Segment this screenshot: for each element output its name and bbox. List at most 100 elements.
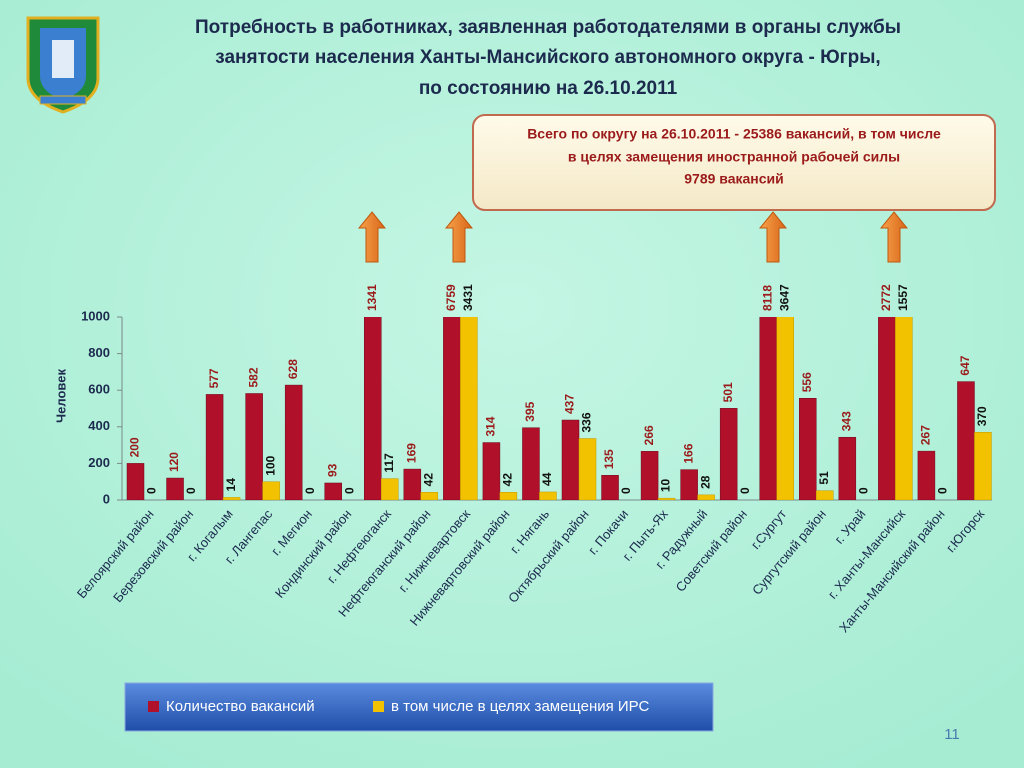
data-label: 169 — [404, 443, 418, 463]
bar — [381, 478, 399, 500]
data-label: 6759 — [444, 284, 458, 311]
data-label: 3431 — [461, 284, 475, 311]
bar — [799, 398, 817, 500]
data-label: 166 — [681, 443, 695, 463]
data-label: 42 — [501, 473, 515, 487]
data-label: 42 — [421, 473, 435, 487]
data-label: 1341 — [365, 284, 379, 311]
legend-swatch — [373, 701, 384, 712]
data-label: 200 — [128, 437, 142, 457]
data-label: 0 — [856, 487, 870, 494]
title-line: занятости населения Ханты-Мансийского ав… — [215, 47, 880, 68]
info-line: в целях замещения иностранной рабочей си… — [568, 149, 900, 165]
data-label: 577 — [207, 368, 221, 388]
legend-label: Количество вакансий — [166, 698, 315, 715]
data-label: 370 — [975, 406, 989, 426]
title-line: по состоянию на 26.10.2011 — [419, 78, 678, 99]
data-label: 1557 — [896, 284, 910, 311]
bar — [262, 481, 280, 500]
bar — [578, 438, 597, 500]
data-label: 100 — [263, 455, 277, 475]
bar — [680, 469, 698, 500]
data-label: 267 — [919, 425, 933, 445]
bar — [917, 450, 936, 500]
data-label: 556 — [800, 372, 814, 392]
y-tick-label: 600 — [88, 382, 110, 397]
data-label: 336 — [580, 412, 594, 432]
bar — [522, 427, 540, 500]
bar — [759, 317, 777, 500]
bar — [126, 463, 145, 500]
data-label: 343 — [839, 411, 853, 431]
legend-box — [124, 682, 714, 732]
bar — [697, 494, 715, 500]
data-label: 51 — [817, 471, 831, 485]
bar — [482, 442, 501, 500]
data-label: 120 — [167, 452, 181, 472]
data-label: 0 — [184, 487, 198, 494]
data-label: 3647 — [777, 284, 791, 311]
title: Потребность в работниках, заявленная раб… — [195, 17, 901, 99]
bar — [324, 482, 342, 500]
data-label: 28 — [698, 475, 712, 489]
bar — [838, 436, 857, 500]
data-label: 0 — [145, 487, 159, 494]
bar — [166, 477, 184, 500]
bar — [284, 384, 303, 500]
data-label: 0 — [303, 487, 317, 494]
page-number: 11 — [944, 726, 960, 743]
data-label: 44 — [540, 472, 554, 486]
y-tick-label: 1000 — [81, 308, 110, 323]
legend-swatch — [148, 701, 159, 712]
bar — [816, 490, 834, 500]
bar — [403, 468, 422, 500]
data-label: 0 — [738, 487, 752, 494]
bar — [364, 317, 382, 500]
data-label: 647 — [958, 355, 972, 375]
y-tick-label: 0 — [103, 491, 110, 506]
data-label: 501 — [721, 382, 735, 402]
bar — [245, 393, 263, 500]
data-label: 0 — [936, 487, 950, 494]
bar — [974, 432, 992, 500]
bar — [776, 317, 794, 500]
y-tick-label: 800 — [88, 345, 110, 360]
bar — [443, 317, 461, 500]
data-label: 8118 — [760, 285, 774, 311]
data-label: 0 — [342, 487, 356, 494]
data-label: 14 — [224, 478, 238, 492]
bar — [420, 492, 439, 500]
data-label: 266 — [642, 425, 656, 445]
data-label: 93 — [325, 463, 339, 477]
bar — [222, 497, 241, 500]
data-label: 117 — [382, 453, 396, 473]
bar — [205, 394, 224, 500]
legend-label: в том числе в целях замещения ИРС — [391, 698, 650, 715]
bar — [499, 492, 518, 500]
data-label: 582 — [246, 367, 260, 387]
data-label: 0 — [619, 487, 633, 494]
y-tick-label: 400 — [88, 418, 110, 433]
data-label: 2772 — [879, 284, 893, 311]
bar — [601, 475, 619, 500]
legend: Количество вакансий в том числе в целях з… — [124, 682, 714, 732]
y-tick-label: 200 — [88, 455, 110, 470]
arrows — [357, 211, 909, 263]
data-label: 628 — [286, 359, 300, 379]
bar — [957, 381, 975, 500]
data-label: 135 — [602, 449, 616, 469]
info-line: Всего по округу на 26.10.2011 - 25386 ва… — [527, 126, 941, 142]
bar — [561, 419, 580, 500]
data-label: 314 — [484, 416, 498, 436]
data-label: 10 — [659, 478, 673, 492]
bar — [657, 497, 676, 500]
y-axis-label: Человек — [53, 369, 68, 423]
data-label: 395 — [523, 401, 537, 421]
emblem — [26, 16, 100, 114]
bar — [460, 317, 478, 500]
bar — [640, 451, 659, 500]
bar — [539, 491, 557, 500]
data-label: 437 — [563, 394, 577, 414]
title-line: Потребность в работниках, заявленная раб… — [195, 17, 901, 38]
